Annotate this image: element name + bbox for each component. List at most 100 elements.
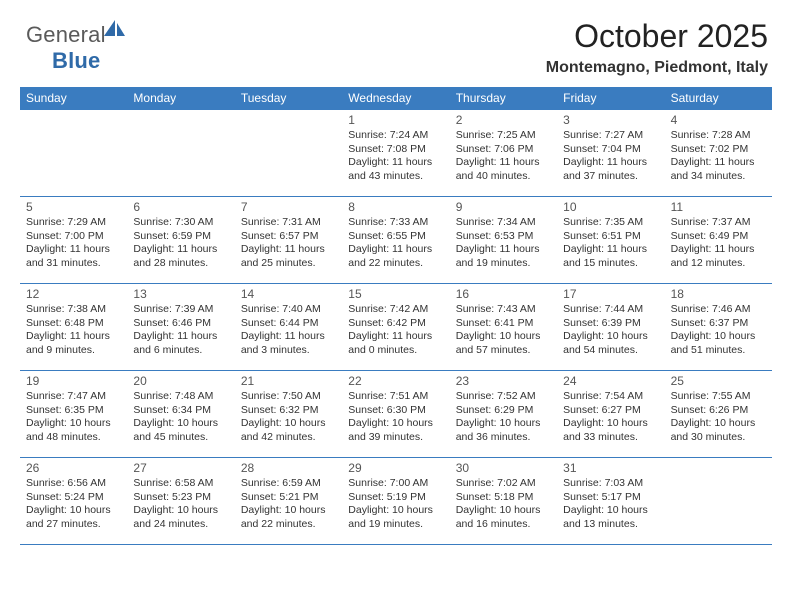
day-cell: 11Sunrise: 7:37 AMSunset: 6:49 PMDayligh… — [665, 197, 772, 283]
day-cell: 25Sunrise: 7:55 AMSunset: 6:26 PMDayligh… — [665, 371, 772, 457]
day-cell: 18Sunrise: 7:46 AMSunset: 6:37 PMDayligh… — [665, 284, 772, 370]
daylight-line: Daylight: 10 hours and 33 minutes. — [563, 417, 658, 444]
day-number: 10 — [563, 200, 658, 214]
sunrise-line: Sunrise: 7:43 AM — [456, 303, 551, 317]
logo-sail-icon — [104, 20, 132, 44]
sunset-line: Sunset: 6:39 PM — [563, 317, 658, 331]
sunset-line: Sunset: 6:30 PM — [348, 404, 443, 418]
day-number: 14 — [241, 287, 336, 301]
day-cell: 26Sunrise: 6:56 AMSunset: 5:24 PMDayligh… — [20, 458, 127, 544]
sunrise-line: Sunrise: 7:40 AM — [241, 303, 336, 317]
day-cell: 20Sunrise: 7:48 AMSunset: 6:34 PMDayligh… — [127, 371, 234, 457]
sunset-line: Sunset: 6:37 PM — [671, 317, 766, 331]
sunset-line: Sunset: 6:41 PM — [456, 317, 551, 331]
sunset-line: Sunset: 7:04 PM — [563, 143, 658, 157]
sunrise-line: Sunrise: 6:59 AM — [241, 477, 336, 491]
day-cell: 31Sunrise: 7:03 AMSunset: 5:17 PMDayligh… — [557, 458, 664, 544]
day-number: 27 — [133, 461, 228, 475]
sunset-line: Sunset: 6:57 PM — [241, 230, 336, 244]
sunset-line: Sunset: 6:59 PM — [133, 230, 228, 244]
daylight-line: Daylight: 10 hours and 36 minutes. — [456, 417, 551, 444]
sunset-line: Sunset: 6:42 PM — [348, 317, 443, 331]
sunset-line: Sunset: 6:35 PM — [26, 404, 121, 418]
daylight-line: Daylight: 11 hours and 22 minutes. — [348, 243, 443, 270]
sunrise-line: Sunrise: 7:33 AM — [348, 216, 443, 230]
day-number: 9 — [456, 200, 551, 214]
weekday-header: Monday — [127, 87, 234, 110]
week-row: 19Sunrise: 7:47 AMSunset: 6:35 PMDayligh… — [20, 371, 772, 458]
day-number: 29 — [348, 461, 443, 475]
sunset-line: Sunset: 5:17 PM — [563, 491, 658, 505]
weekday-header-row: SundayMondayTuesdayWednesdayThursdayFrid… — [20, 87, 772, 110]
sunset-line: Sunset: 6:46 PM — [133, 317, 228, 331]
day-cell: 13Sunrise: 7:39 AMSunset: 6:46 PMDayligh… — [127, 284, 234, 370]
sunset-line: Sunset: 6:34 PM — [133, 404, 228, 418]
sunset-line: Sunset: 5:21 PM — [241, 491, 336, 505]
sunrise-line: Sunrise: 7:37 AM — [671, 216, 766, 230]
week-row: 26Sunrise: 6:56 AMSunset: 5:24 PMDayligh… — [20, 458, 772, 545]
sunrise-line: Sunrise: 7:29 AM — [26, 216, 121, 230]
sunrise-line: Sunrise: 7:35 AM — [563, 216, 658, 230]
daylight-line: Daylight: 11 hours and 34 minutes. — [671, 156, 766, 183]
day-number: 5 — [26, 200, 121, 214]
sunset-line: Sunset: 7:02 PM — [671, 143, 766, 157]
day-cell: 24Sunrise: 7:54 AMSunset: 6:27 PMDayligh… — [557, 371, 664, 457]
sunrise-line: Sunrise: 7:02 AM — [456, 477, 551, 491]
day-cell: 30Sunrise: 7:02 AMSunset: 5:18 PMDayligh… — [450, 458, 557, 544]
sunset-line: Sunset: 6:51 PM — [563, 230, 658, 244]
logo: General Blue — [20, 18, 132, 74]
weekday-header: Saturday — [665, 87, 772, 110]
sunrise-line: Sunrise: 7:46 AM — [671, 303, 766, 317]
day-number: 25 — [671, 374, 766, 388]
daylight-line: Daylight: 10 hours and 24 minutes. — [133, 504, 228, 531]
daylight-line: Daylight: 10 hours and 54 minutes. — [563, 330, 658, 357]
sunrise-line: Sunrise: 7:51 AM — [348, 390, 443, 404]
day-cell: 14Sunrise: 7:40 AMSunset: 6:44 PMDayligh… — [235, 284, 342, 370]
day-number: 2 — [456, 113, 551, 127]
sunset-line: Sunset: 6:55 PM — [348, 230, 443, 244]
sunset-line: Sunset: 6:27 PM — [563, 404, 658, 418]
sunrise-line: Sunrise: 7:38 AM — [26, 303, 121, 317]
daylight-line: Daylight: 10 hours and 57 minutes. — [456, 330, 551, 357]
sunrise-line: Sunrise: 7:27 AM — [563, 129, 658, 143]
page-title: October 2025 — [546, 18, 768, 55]
sunset-line: Sunset: 6:44 PM — [241, 317, 336, 331]
day-number: 15 — [348, 287, 443, 301]
day-cell: 29Sunrise: 7:00 AMSunset: 5:19 PMDayligh… — [342, 458, 449, 544]
day-cell: 12Sunrise: 7:38 AMSunset: 6:48 PMDayligh… — [20, 284, 127, 370]
sunrise-line: Sunrise: 7:55 AM — [671, 390, 766, 404]
daylight-line: Daylight: 10 hours and 51 minutes. — [671, 330, 766, 357]
logo-word2: Blue — [52, 48, 100, 73]
sunrise-line: Sunrise: 7:25 AM — [456, 129, 551, 143]
day-number: 8 — [348, 200, 443, 214]
sunrise-line: Sunrise: 7:42 AM — [348, 303, 443, 317]
calendar: SundayMondayTuesdayWednesdayThursdayFrid… — [20, 87, 772, 545]
daylight-line: Daylight: 11 hours and 25 minutes. — [241, 243, 336, 270]
title-block: October 2025 Montemagno, Piedmont, Italy — [546, 18, 772, 83]
day-number: 22 — [348, 374, 443, 388]
daylight-line: Daylight: 10 hours and 42 minutes. — [241, 417, 336, 444]
day-number: 6 — [133, 200, 228, 214]
day-number: 24 — [563, 374, 658, 388]
sunset-line: Sunset: 6:32 PM — [241, 404, 336, 418]
day-number: 17 — [563, 287, 658, 301]
daylight-line: Daylight: 10 hours and 22 minutes. — [241, 504, 336, 531]
daylight-line: Daylight: 11 hours and 31 minutes. — [26, 243, 121, 270]
header-row: General Blue October 2025 Montemagno, Pi… — [20, 18, 772, 83]
day-number: 1 — [348, 113, 443, 127]
daylight-line: Daylight: 11 hours and 37 minutes. — [563, 156, 658, 183]
day-cell: 8 Sunrise: 7:33 AMSunset: 6:55 PMDaylight… — [342, 197, 449, 283]
daylight-line: Daylight: 10 hours and 48 minutes. — [26, 417, 121, 444]
daylight-line: Daylight: 10 hours and 27 minutes. — [26, 504, 121, 531]
sunset-line: Sunset: 5:24 PM — [26, 491, 121, 505]
daylight-line: Daylight: 10 hours and 13 minutes. — [563, 504, 658, 531]
sunrise-line: Sunrise: 7:30 AM — [133, 216, 228, 230]
weekday-header: Thursday — [450, 87, 557, 110]
day-cell: 15Sunrise: 7:42 AMSunset: 6:42 PMDayligh… — [342, 284, 449, 370]
daylight-line: Daylight: 11 hours and 28 minutes. — [133, 243, 228, 270]
day-number: 28 — [241, 461, 336, 475]
sunrise-line: Sunrise: 7:52 AM — [456, 390, 551, 404]
day-cell: 21Sunrise: 7:50 AMSunset: 6:32 PMDayligh… — [235, 371, 342, 457]
day-number: 4 — [671, 113, 766, 127]
day-cell: 19Sunrise: 7:47 AMSunset: 6:35 PMDayligh… — [20, 371, 127, 457]
